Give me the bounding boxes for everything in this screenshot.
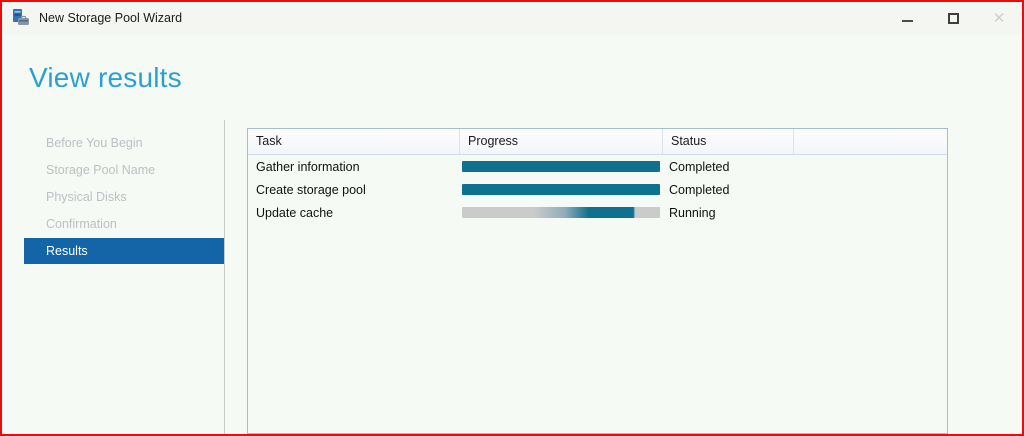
column-header-empty	[794, 129, 947, 154]
minimize-button[interactable]	[884, 2, 930, 34]
status-label: Completed	[669, 159, 730, 174]
progress-bar	[462, 184, 660, 195]
status-label: Completed	[669, 182, 730, 197]
table-row: Gather information Completed	[248, 155, 947, 178]
sidebar-item-physical-disks[interactable]: Physical Disks	[46, 190, 127, 204]
column-header-progress[interactable]: Progress	[460, 129, 663, 154]
table-header: Task Progress Status	[248, 129, 947, 155]
column-header-status[interactable]: Status	[663, 129, 794, 154]
window-title: New Storage Pool Wizard	[39, 11, 183, 25]
progress-bar	[462, 207, 660, 218]
task-label: Gather information	[256, 159, 360, 174]
progress-bar-fill	[462, 184, 660, 195]
task-label: Update cache	[256, 205, 334, 220]
progress-bar	[462, 161, 660, 172]
status-label: Running	[669, 205, 716, 220]
results-table: Task Progress Status Gather information …	[247, 128, 948, 434]
sidebar-item-confirmation[interactable]: Confirmation	[46, 217, 117, 231]
maximize-button[interactable]	[930, 2, 976, 34]
minimize-icon	[901, 20, 913, 22]
sidebar-item-before-you-begin[interactable]: Before You Begin	[46, 136, 143, 150]
wizard-steps-sidebar: Before You Begin Storage Pool Name Physi…	[2, 130, 224, 264]
title-bar: New Storage Pool Wizard ✕	[2, 2, 1022, 34]
task-label: Create storage pool	[256, 182, 366, 197]
window-controls: ✕	[884, 2, 1022, 34]
page-title: View results	[29, 62, 182, 93]
sidebar-item-storage-pool-name[interactable]: Storage Pool Name	[46, 163, 156, 177]
close-icon: ✕	[992, 9, 1006, 27]
progress-bar-fill	[462, 161, 660, 172]
sidebar-item-results[interactable]: Results	[24, 238, 224, 264]
column-header-task[interactable]: Task	[248, 129, 460, 154]
close-button[interactable]: ✕	[976, 2, 1022, 34]
table-row: Create storage pool Completed	[248, 178, 947, 201]
table-row: Update cache Running	[248, 201, 947, 224]
maximize-icon	[947, 12, 959, 24]
storage-pool-wizard-icon	[13, 9, 29, 25]
sidebar-divider	[224, 120, 225, 434]
